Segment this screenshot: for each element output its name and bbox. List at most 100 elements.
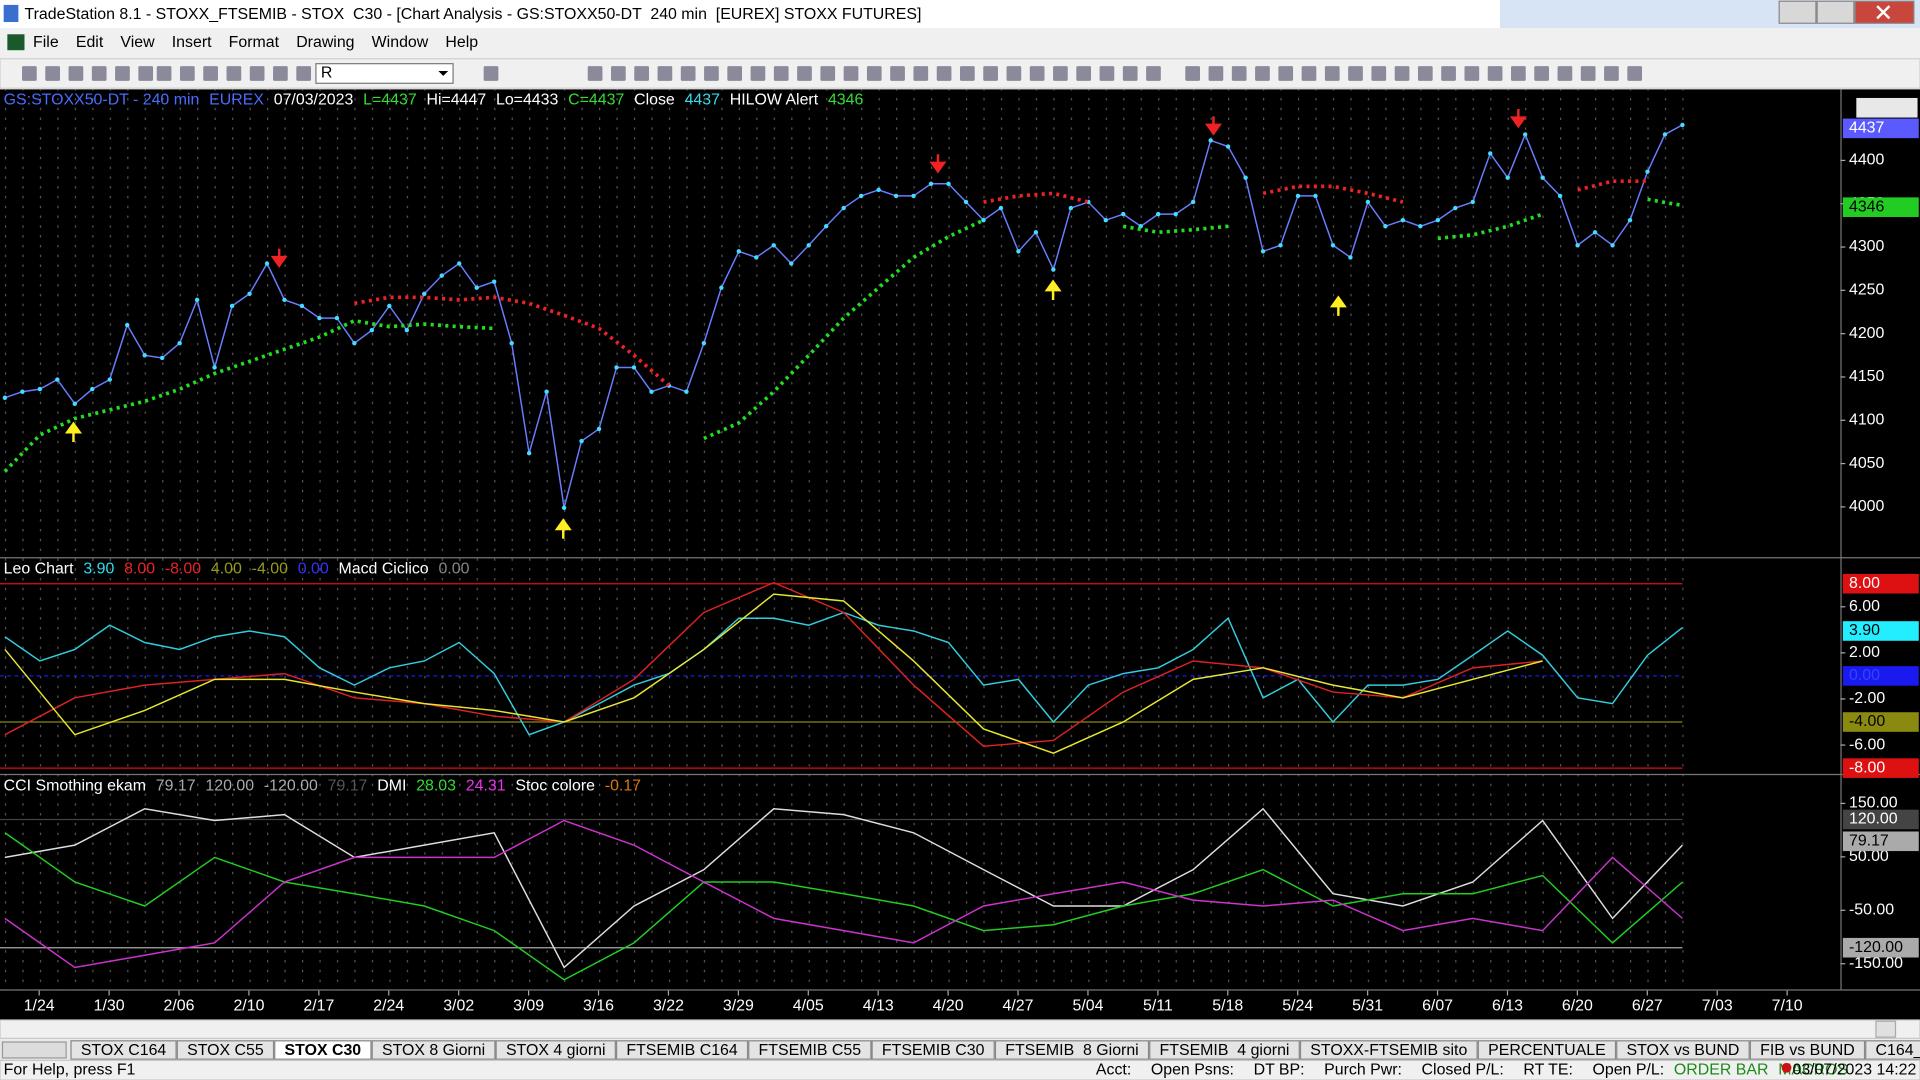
toolbar-icon[interactable] <box>203 66 218 81</box>
toolbar-icon[interactable] <box>1324 66 1340 81</box>
menu-item[interactable]: Drawing <box>296 34 354 51</box>
tab[interactable] <box>495 1040 616 1060</box>
price-dot <box>1208 138 1213 143</box>
toolbar-icon[interactable] <box>22 66 37 81</box>
toolbar-icon[interactable] <box>634 66 649 81</box>
menu-item[interactable]: File <box>33 34 59 51</box>
tab[interactable] <box>1749 1040 1866 1060</box>
toolbar-icon[interactable] <box>820 66 836 81</box>
toolbar-icon[interactable] <box>1604 66 1619 81</box>
tab[interactable] <box>70 1040 177 1060</box>
toolbar-icon[interactable] <box>727 66 743 81</box>
toolbar-icon[interactable] <box>296 66 312 81</box>
toolbar-icon[interactable] <box>866 66 882 81</box>
toolbar-icon[interactable] <box>1511 66 1526 81</box>
toolbar-icon[interactable] <box>1534 66 1549 81</box>
x-tick-label: 6/07 <box>1422 998 1453 1015</box>
toolbar-icon[interactable] <box>226 66 242 81</box>
menu-item[interactable]: Format <box>229 34 280 51</box>
menu-item[interactable]: Insert <box>172 34 212 51</box>
price-dot <box>823 224 829 229</box>
tab[interactable] <box>1149 1040 1300 1060</box>
toolbar-icon[interactable] <box>1185 66 1200 81</box>
tab[interactable] <box>1477 1040 1617 1060</box>
toolbar-icon[interactable] <box>1348 66 1363 81</box>
panel-header-item: 79.17 <box>156 777 196 794</box>
toolbar-icon[interactable] <box>156 66 172 81</box>
toolbar-icon[interactable] <box>1394 66 1410 81</box>
tab[interactable] <box>748 1040 872 1060</box>
toolbar-icon[interactable] <box>843 66 859 81</box>
toolbar-icon[interactable] <box>115 66 130 81</box>
panel-header-item: Lo=4433 <box>496 92 559 109</box>
toolbar-icon[interactable] <box>611 66 626 81</box>
tab[interactable] <box>1616 1040 1750 1060</box>
toolbar-icon[interactable] <box>1580 66 1596 81</box>
toolbar-icon[interactable] <box>1557 66 1573 81</box>
menu-item[interactable]: Window <box>372 34 429 51</box>
toolbar-icon[interactable] <box>797 66 812 81</box>
toolbar-icon[interactable] <box>773 66 789 81</box>
scroll-thumb[interactable] <box>1875 1020 1897 1038</box>
tab[interactable] <box>371 1040 496 1060</box>
toolbar-icon[interactable] <box>587 66 603 81</box>
toolbar-icon[interactable] <box>1255 66 1270 81</box>
tab[interactable] <box>274 1040 372 1060</box>
toolbar-icon[interactable] <box>1146 66 1161 81</box>
toolbar-icon[interactable] <box>750 66 766 81</box>
toolbar-icon[interactable] <box>1006 66 1022 81</box>
toolbar-icon[interactable] <box>983 66 998 81</box>
x-tick-label: 5/11 <box>1143 998 1173 1015</box>
toolbar-icon[interactable] <box>68 66 84 81</box>
toolbar-icon[interactable] <box>1627 66 1643 81</box>
toolbar-icon[interactable] <box>657 66 673 81</box>
toolbar-icon[interactable] <box>1099 66 1115 81</box>
toolbar-icon[interactable] <box>1301 66 1317 81</box>
toolbar-icon[interactable] <box>138 66 154 81</box>
toolbar-icon[interactable] <box>890 66 905 81</box>
toolbar-icon[interactable] <box>483 66 499 81</box>
price-dot <box>1260 249 1266 254</box>
price-dot <box>264 261 270 266</box>
toolbar-icon[interactable] <box>1122 66 1138 81</box>
toolbar-icon[interactable] <box>913 66 929 81</box>
toolbar-icon[interactable] <box>1441 66 1456 81</box>
tab-nav-buttons[interactable] <box>1 1041 67 1059</box>
tab[interactable] <box>1299 1040 1478 1060</box>
toolbar-icon[interactable] <box>1053 66 1068 81</box>
indicator-panel: CCI Smothing ekam 79.17 120.00 -120.00 79.17… <box>0 777 1919 981</box>
toolbar-icon[interactable] <box>1417 66 1433 81</box>
menu-item[interactable]: Help <box>445 34 478 51</box>
toolbar-icon[interactable] <box>680 66 696 81</box>
price-dot <box>474 285 479 290</box>
tab[interactable] <box>615 1040 749 1060</box>
toolbar-icon[interactable] <box>1487 66 1503 81</box>
toolbar-icon[interactable] <box>249 66 265 81</box>
toolbar-icon[interactable] <box>180 66 195 81</box>
menu-item[interactable]: View <box>120 34 155 51</box>
tab[interactable] <box>176 1040 275 1060</box>
toolbar-icon[interactable] <box>1208 66 1224 81</box>
horizontal-scrollbar[interactable] <box>0 1019 1920 1039</box>
toolbar-icon[interactable] <box>1464 66 1480 81</box>
toolbar-icon[interactable] <box>936 66 952 81</box>
tab[interactable] <box>871 1040 995 1060</box>
price-dot <box>544 389 549 394</box>
toolbar-icon[interactable] <box>1029 66 1045 81</box>
toolbar-icon[interactable] <box>91 66 107 81</box>
toolbar-icon[interactable] <box>1231 66 1247 81</box>
maximize-button[interactable] <box>1816 0 1855 24</box>
toolbar-icon[interactable] <box>45 66 60 81</box>
toolbar-icon[interactable] <box>1076 66 1092 81</box>
toolbar-icon[interactable] <box>1278 66 1294 81</box>
menu-item[interactable]: Edit <box>76 34 104 51</box>
toolbar-icon[interactable] <box>273 66 288 81</box>
toolbar-icon[interactable] <box>704 66 719 81</box>
chart-window-controls[interactable] <box>1856 97 1918 118</box>
toolbar-icon[interactable] <box>960 66 975 81</box>
tab[interactable] <box>994 1040 1150 1060</box>
symbol-box[interactable] <box>315 63 454 84</box>
minimize-button[interactable] <box>1778 0 1817 24</box>
tab[interactable] <box>1865 1040 1920 1060</box>
toolbar-icon[interactable] <box>1371 66 1387 81</box>
